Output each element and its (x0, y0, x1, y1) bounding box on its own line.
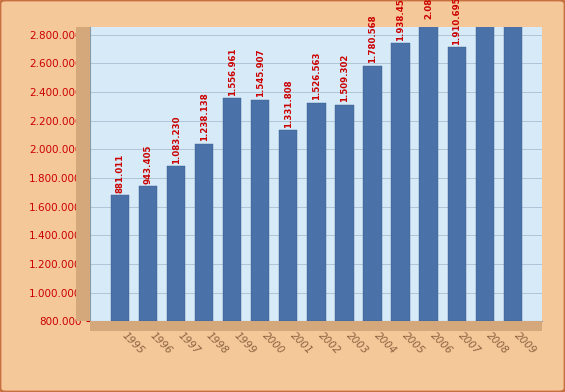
Bar (195, 144, 214, 321)
Bar (447, 47, 466, 321)
Bar (363, 66, 381, 321)
Text: 1.556.961: 1.556.961 (228, 47, 237, 96)
Text: 1.545.907: 1.545.907 (256, 49, 265, 97)
Bar (279, 131, 297, 321)
Bar (251, 100, 270, 321)
Text: 1.509.302: 1.509.302 (340, 54, 349, 102)
Bar (307, 103, 325, 321)
Text: 1.331.808: 1.331.808 (284, 79, 293, 128)
Bar (223, 98, 241, 321)
Text: 1.780.568: 1.780.568 (368, 15, 377, 64)
Bar (139, 186, 157, 321)
Text: 1.938.455: 1.938.455 (396, 0, 405, 41)
Text: 1.238.138: 1.238.138 (199, 93, 208, 141)
Bar (503, 0, 522, 321)
Bar (419, 22, 438, 321)
Bar (392, 44, 410, 321)
Text: 943.405: 943.405 (144, 144, 153, 183)
Text: 1.910.695: 1.910.695 (452, 0, 461, 45)
Text: 881.011: 881.011 (116, 153, 124, 192)
Text: 2.089.363: 2.089.363 (424, 0, 433, 19)
Bar (336, 105, 354, 321)
Text: 1.526.563: 1.526.563 (312, 51, 321, 100)
Bar (167, 166, 185, 321)
Bar (111, 195, 129, 321)
Text: 1.083.230: 1.083.230 (172, 115, 181, 163)
Bar (476, 0, 494, 321)
